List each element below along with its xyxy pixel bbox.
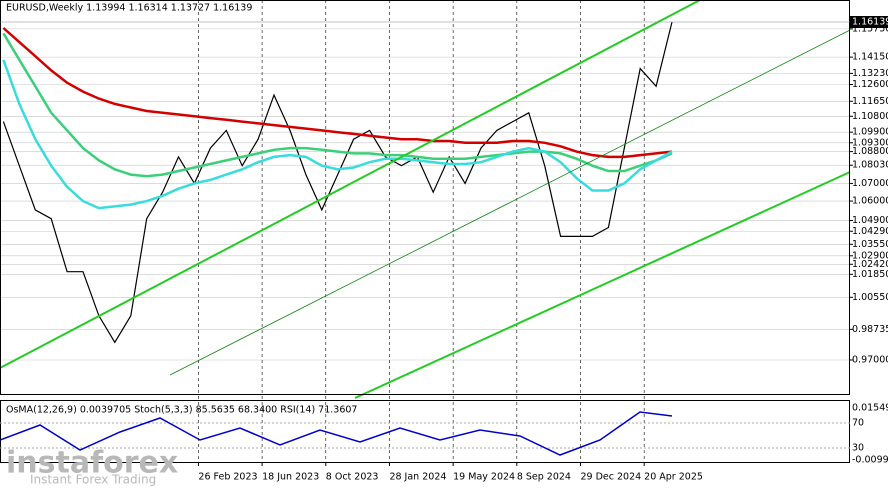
watermark-tagline: Instant Forex Trading bbox=[30, 473, 156, 487]
channel-lower bbox=[354, 171, 851, 399]
indicator-title: OsMA(12,26,9) 0.0039705 Stoch(5,3,3) 85.… bbox=[6, 405, 357, 416]
y-tick-label: 1.09900 bbox=[852, 127, 888, 138]
channel-mid bbox=[169, 29, 851, 376]
y-tick-label: 1.03550 bbox=[852, 239, 888, 250]
price-panel bbox=[0, 0, 850, 462]
y-tick-label: 1.15750 bbox=[852, 23, 888, 34]
x-tick-label: 28 Jan 2024 bbox=[389, 472, 446, 483]
moving-average bbox=[2, 59, 673, 210]
y-tick-label: 1.04900 bbox=[852, 215, 888, 226]
y-tick-label: 1.00550 bbox=[852, 292, 888, 303]
indicator-frame bbox=[0, 400, 850, 463]
y-tick-label: 1.13230 bbox=[852, 68, 888, 79]
y-tick-label: 1.11650 bbox=[852, 96, 888, 107]
indicator-label: 70 bbox=[852, 418, 864, 429]
x-tick-label: 26 Feb 2023 bbox=[198, 472, 257, 483]
x-tick-label: 19 May 2024 bbox=[453, 472, 515, 483]
indicator-label: 0.015494 bbox=[852, 403, 888, 414]
watermark-brand: instaforex bbox=[6, 446, 178, 481]
y-tick-label: 1.04290 bbox=[852, 226, 888, 237]
x-tick-label: 20 Apr 2025 bbox=[644, 472, 703, 483]
channel-upper bbox=[0, 0, 701, 369]
y-tick-label: 1.10800 bbox=[852, 111, 888, 122]
y-tick-label: 1.08030 bbox=[852, 160, 888, 171]
y-tick-label: 1.07000 bbox=[852, 178, 888, 189]
y-tick-label: 1.02900 bbox=[852, 250, 888, 261]
current-price-label: 1.16139 bbox=[852, 17, 888, 28]
price-line bbox=[2, 21, 673, 344]
y-tick-label: 1.12600 bbox=[852, 79, 888, 90]
x-tick-label: 18 Jun 2023 bbox=[262, 472, 319, 483]
moving-average bbox=[2, 32, 673, 178]
y-tick-label: 1.09300 bbox=[852, 137, 888, 148]
x-tick-label: 8 Oct 2023 bbox=[326, 472, 379, 483]
y-tick-label: 0.97000 bbox=[852, 354, 888, 365]
indicator-label: -0.009975 bbox=[852, 455, 888, 466]
y-tick-label: 1.02420 bbox=[852, 259, 888, 270]
indicator-label: 30 bbox=[852, 443, 864, 454]
x-tick-label: 29 Dec 2024 bbox=[581, 472, 642, 483]
y-tick-label: 1.14150 bbox=[852, 52, 888, 63]
y-tick-label: 1.01850 bbox=[852, 269, 888, 280]
x-tick-label: 8 Sep 2024 bbox=[517, 472, 571, 483]
y-tick-label: 0.98735 bbox=[852, 324, 888, 335]
price-frame bbox=[0, 0, 850, 395]
moving-average bbox=[2, 27, 673, 159]
current-price-box bbox=[850, 16, 888, 29]
y-tick-label: 1.06000 bbox=[852, 196, 888, 207]
indicator-line bbox=[0, 411, 673, 456]
chart-title: EURUSD,Weekly 1.13994 1.16314 1.13727 1.… bbox=[6, 3, 252, 14]
y-tick-label: 1.08800 bbox=[852, 146, 888, 157]
